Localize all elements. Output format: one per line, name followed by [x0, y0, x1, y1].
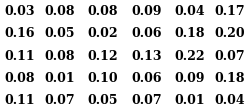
Text: 0.07: 0.07: [215, 50, 245, 62]
Text: 0.06: 0.06: [132, 27, 162, 40]
Text: 0.05: 0.05: [88, 94, 118, 107]
Text: 0.16: 0.16: [4, 27, 34, 40]
Text: 0.18: 0.18: [174, 27, 205, 40]
Text: 0.13: 0.13: [132, 50, 162, 62]
Text: 0.22: 0.22: [174, 50, 205, 62]
Text: 0.06: 0.06: [132, 72, 162, 85]
Text: 0.11: 0.11: [4, 94, 35, 107]
Text: 0.05: 0.05: [45, 27, 75, 40]
Text: 0.11: 0.11: [4, 50, 35, 62]
Text: 0.10: 0.10: [88, 72, 118, 85]
Text: 0.08: 0.08: [88, 5, 118, 18]
Text: 0.09: 0.09: [174, 72, 205, 85]
Text: 0.03: 0.03: [4, 5, 34, 18]
Text: 0.07: 0.07: [45, 94, 75, 107]
Text: 0.09: 0.09: [132, 5, 162, 18]
Text: 0.08: 0.08: [45, 50, 75, 62]
Text: 0.04: 0.04: [174, 5, 205, 18]
Text: 0.20: 0.20: [215, 27, 245, 40]
Text: 0.17: 0.17: [215, 5, 245, 18]
Text: 0.12: 0.12: [88, 50, 118, 62]
Text: 0.02: 0.02: [88, 27, 118, 40]
Text: 0.01: 0.01: [45, 72, 75, 85]
Text: 0.01: 0.01: [174, 94, 205, 107]
Text: 0.07: 0.07: [132, 94, 162, 107]
Text: 0.08: 0.08: [4, 72, 34, 85]
Text: 0.08: 0.08: [45, 5, 75, 18]
Text: 0.04: 0.04: [215, 94, 245, 107]
Text: 0.18: 0.18: [215, 72, 245, 85]
